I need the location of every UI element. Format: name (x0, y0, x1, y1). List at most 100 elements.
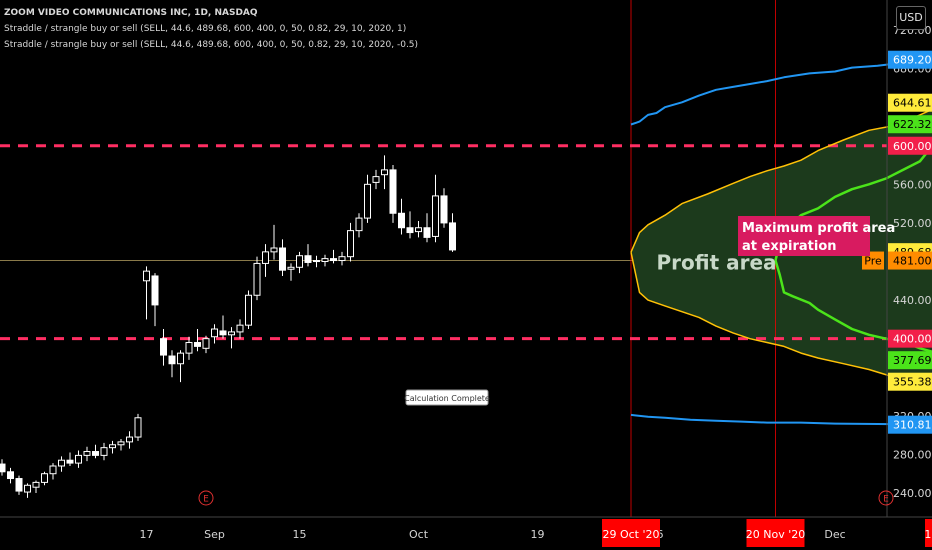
time-tick-label: Sep (204, 528, 225, 541)
price-label-badge (888, 136, 932, 155)
candle-24 (202, 335, 210, 354)
time-axis: 17Sep15Oct1916Dec1420211829 Oct '2020 No… (0, 490, 932, 547)
candle-17 (143, 266, 150, 320)
price-label-text: 400.00 (893, 333, 932, 346)
candle-40 (338, 251, 346, 266)
candle-body (58, 459, 65, 467)
date-marker-badge (602, 519, 660, 547)
candle-43 (364, 174, 371, 223)
indicator-legend-1[interactable]: Straddle / strangle buy or sell (SELL, 4… (4, 24, 407, 34)
candle-46 (389, 165, 397, 223)
earnings-icon-label: E (203, 495, 209, 505)
candle-body (432, 195, 439, 237)
candle-53 (449, 213, 456, 252)
time-tick-label: 19 (531, 528, 545, 541)
candle-body (440, 195, 448, 224)
max-profit-label-line2: at expiration (742, 239, 837, 254)
price-tick-label: 240.00 (893, 487, 932, 500)
candle-49 (415, 220, 422, 238)
candle-38 (321, 254, 329, 267)
max-profit-label-line1: Maximum profit area (742, 221, 895, 236)
candle-body (262, 251, 269, 264)
candle-body (109, 444, 116, 449)
calc-complete-tooltip (405, 389, 489, 406)
date-marker-label: 20 Nov '20 (746, 528, 805, 541)
candle-32 (270, 224, 278, 260)
time-tick-label: 15 (293, 528, 307, 541)
candle-37 (313, 255, 320, 268)
candle-3 (24, 483, 31, 498)
date-marker-badge (925, 519, 932, 547)
candle-body (117, 441, 125, 446)
candle-10 (83, 446, 91, 462)
candle-16 (134, 413, 142, 441)
price-label-text: 689.20 (893, 54, 932, 67)
candle-body (287, 266, 295, 270)
price-label-text: 310.81 (893, 419, 932, 432)
pre-badge-label: Pre (864, 255, 882, 268)
candle-13 (109, 440, 116, 454)
candle-body (0, 463, 6, 473)
candle-body (296, 255, 303, 268)
candle-body (398, 212, 405, 229)
candle-29 (245, 290, 252, 330)
candle-26 (219, 315, 227, 339)
candle-body (304, 255, 312, 263)
candle-body (185, 342, 193, 354)
candle-25 (211, 324, 218, 344)
price-label-text: 622.32 (893, 118, 932, 131)
lower-pnl-line (630, 413, 932, 426)
candle-4 (32, 480, 40, 493)
date-marker-label: 29 Oct '20 (602, 528, 659, 541)
candle-body (364, 183, 371, 219)
candle-14 (117, 438, 125, 451)
candle-19 (160, 329, 167, 366)
time-tick-label: 17 (140, 528, 154, 541)
candle-34 (287, 263, 295, 281)
candle-body (389, 169, 397, 214)
price-label-badge (888, 115, 932, 134)
date-marker-badge (746, 519, 805, 547)
date-marker-label: 18 Dec '20 (924, 528, 932, 541)
candle-31 (262, 244, 269, 277)
candle-body (202, 338, 210, 349)
price-label-text: 481.00 (893, 255, 932, 268)
candle-41 (347, 222, 354, 262)
price-tick-label: 280.00 (893, 448, 932, 461)
candle-33 (279, 239, 286, 276)
candle-11 (92, 444, 99, 459)
currency-button[interactable]: USD (896, 6, 926, 30)
candle-body (100, 447, 108, 456)
candle-44 (372, 169, 380, 190)
indicator-legend-2[interactable]: Straddle / strangle buy or sell (SELL, 4… (4, 40, 419, 50)
candle-body (41, 473, 48, 483)
price-label-badge (888, 50, 932, 69)
earnings-icon (878, 490, 894, 506)
candle-21 (177, 350, 184, 383)
candle-39 (330, 249, 337, 264)
candle-body (236, 324, 244, 333)
strike-lines (0, 144, 887, 341)
candle-48 (406, 211, 414, 239)
candle-2 (15, 475, 23, 495)
breakeven-lower-line (630, 252, 932, 381)
candle-body (32, 481, 40, 488)
candle-6 (49, 463, 57, 480)
price-label-badge (888, 251, 932, 270)
candle-12 (100, 442, 108, 461)
candle-27 (228, 327, 235, 349)
candle-body (245, 294, 252, 326)
candle-45 (381, 155, 388, 190)
candle-28 (236, 319, 244, 339)
candle-42 (355, 213, 363, 238)
candle-body (92, 451, 99, 456)
candle-23 (194, 329, 201, 352)
candle-body (177, 352, 184, 365)
candlesticks (0, 155, 456, 498)
candle-body (321, 258, 329, 263)
candle-7 (58, 456, 65, 472)
candle-15 (126, 431, 133, 449)
candle-body (211, 328, 218, 338)
candle-body (143, 270, 150, 282)
